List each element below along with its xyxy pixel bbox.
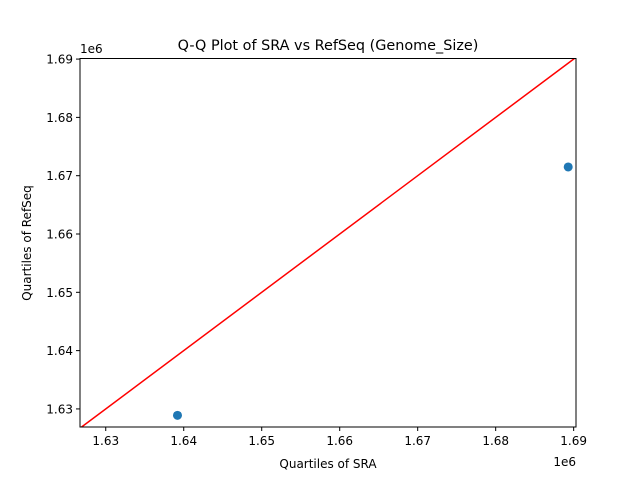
y-tick-label: 1.65 xyxy=(46,286,73,300)
data-point xyxy=(563,162,573,172)
x-offset-label: 1e6 xyxy=(553,455,576,469)
y-tick-label: 1.64 xyxy=(46,344,73,358)
x-tick-label: 1.69 xyxy=(560,434,587,448)
x-axis-ticks: 1.63 1.64 1.65 1.66 1.67 1.68 1.69 xyxy=(92,427,587,448)
y-tick-label: 1.66 xyxy=(46,228,73,242)
reference-line-segment xyxy=(81,57,575,428)
y-tick-label: 1.69 xyxy=(46,53,73,67)
y-tick-label: 1.67 xyxy=(46,169,73,183)
x-axis-label: Quartiles of SRA xyxy=(279,457,377,471)
plot-area-frame xyxy=(79,58,577,428)
x-tick-label: 1.63 xyxy=(92,434,119,448)
data-points xyxy=(172,162,573,420)
y-axis-ticks: 1.63 1.64 1.65 1.66 1.67 1.68 1.69 xyxy=(46,53,80,416)
y-offset-label: 1e6 xyxy=(80,42,103,56)
y-tick-label: 1.63 xyxy=(46,402,73,416)
chart-title: Q-Q Plot of SRA vs RefSeq (Genome_Size) xyxy=(178,38,479,54)
x-tick-label: 1.67 xyxy=(404,434,431,448)
x-tick-label: 1.65 xyxy=(248,434,275,448)
reference-line xyxy=(81,57,575,428)
y-tick-label: 1.68 xyxy=(46,111,73,125)
x-tick-label: 1.64 xyxy=(170,434,197,448)
y-axis-label: Quartiles of RefSeq xyxy=(20,185,34,301)
x-tick-label: 1.66 xyxy=(326,434,353,448)
data-point xyxy=(172,410,182,420)
x-tick-label: 1.68 xyxy=(482,434,509,448)
